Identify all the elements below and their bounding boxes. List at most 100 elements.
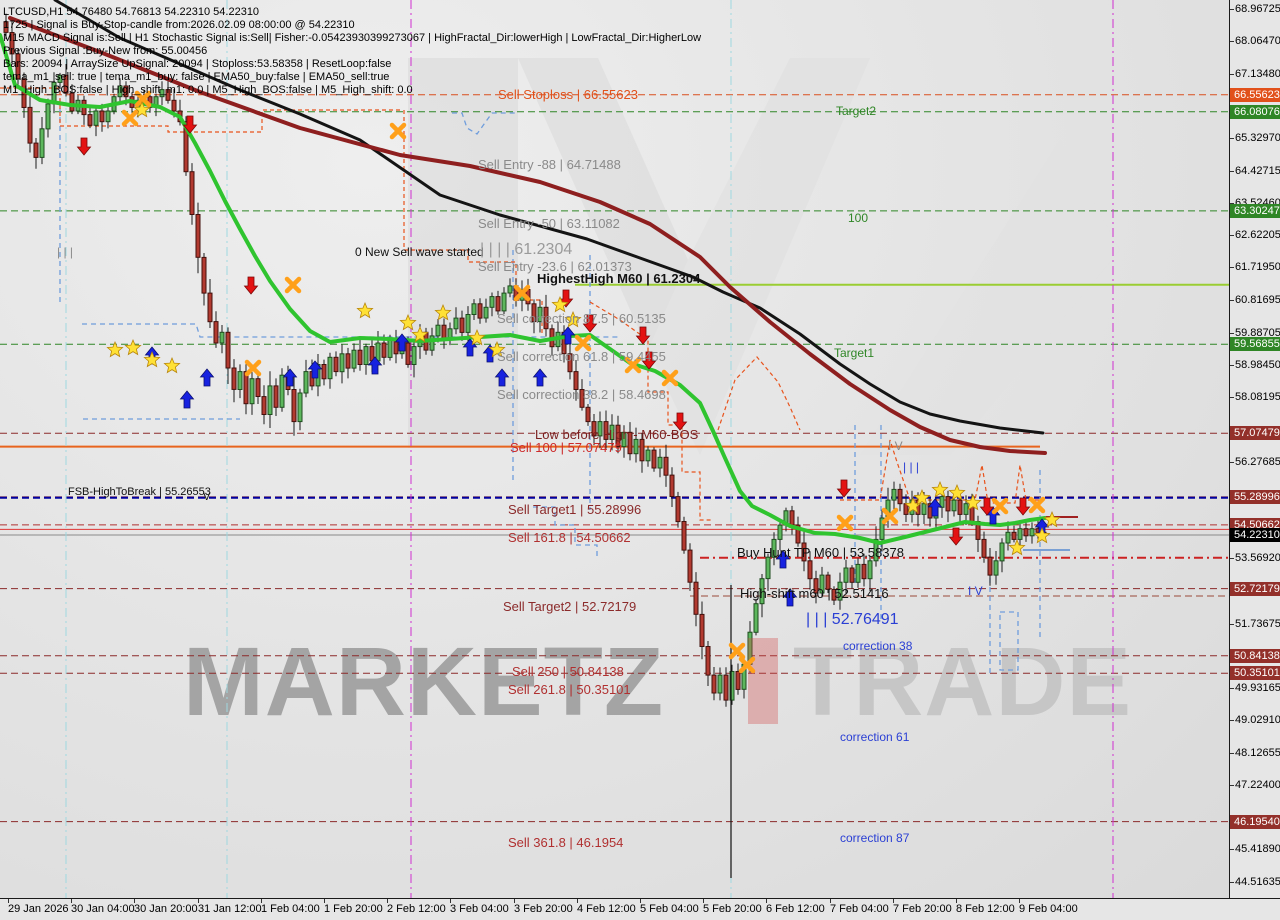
price-level-label: 66.08076 (1230, 105, 1280, 119)
time-tick-label: 5 Feb 20:00 (703, 903, 762, 915)
price-tick-label: 60.81695 (1235, 294, 1280, 306)
time-tick-label: 7 Feb 04:00 (830, 903, 889, 915)
time-tick-label: 2 Feb 12:00 (387, 903, 446, 915)
axis-tick-mark (1230, 397, 1234, 398)
chart-canvas[interactable]: MARKETZ TRADE Sell Stoploss | 66.55623 Ta… (0, 0, 1229, 898)
axis-tick-mark (1230, 171, 1234, 172)
candles-layer (3, 13, 1047, 707)
price-tick-label: 44.51635 (1235, 876, 1280, 888)
axis-tick-mark (640, 899, 641, 903)
axis-tick-mark (387, 899, 388, 903)
info-line-indicators: M15 MACD Signal is:Sell | H1 Stochastic … (3, 32, 702, 44)
star-marker (931, 480, 949, 498)
cross-marker (738, 656, 756, 674)
star-marker (143, 350, 161, 368)
price-tick-label: 47.22400 (1235, 779, 1280, 791)
ma-green-fast (0, 33, 1047, 545)
axis-tick-mark (1230, 688, 1234, 689)
price-level-label: 59.56855 (1230, 337, 1280, 351)
buy-arrow-marker (782, 588, 798, 607)
time-tick-label: 1 Feb 04:00 (261, 903, 320, 915)
star-marker (124, 338, 142, 356)
axis-tick-mark (324, 899, 325, 903)
axis-tick-mark (1230, 558, 1234, 559)
level-lines (0, 94, 1229, 823)
axis-tick-mark (1230, 624, 1234, 625)
sell-arrow-marker (672, 412, 688, 431)
info-line-previous-signal: Previous Signal :Buy-New from: 55.00456 (3, 45, 208, 57)
time-tick-label: 3 Feb 20:00 (514, 903, 573, 915)
time-tick-label: 5 Feb 04:00 (640, 903, 699, 915)
price-level-label: 50.35101 (1230, 666, 1280, 680)
star-marker (488, 340, 506, 358)
star-marker (356, 301, 374, 319)
sell-arrow-marker (979, 497, 995, 516)
axis-tick-mark (1230, 235, 1234, 236)
star-marker (106, 340, 124, 358)
cross-marker (836, 514, 854, 532)
sell-arrow-marker (635, 326, 651, 345)
axis-tick-mark (1230, 753, 1234, 754)
cross-marker (1028, 496, 1046, 514)
axis-tick-mark (1230, 138, 1234, 139)
buy-arrow-marker (179, 390, 195, 409)
star-marker (411, 325, 429, 343)
time-tick-label: 30 Jan 20:00 (134, 903, 198, 915)
axis-tick-mark (766, 899, 767, 903)
time-tick-label: 6 Feb 12:00 (766, 903, 825, 915)
star-marker (1043, 510, 1061, 528)
indicator-lines-orange (0, 87, 1040, 521)
time-axis[interactable]: 29 Jan 2026 30 Jan 04:00 30 Jan 20:00 31 Ja… (0, 898, 1280, 920)
star-marker (913, 488, 931, 506)
star-marker (434, 303, 452, 321)
ma-black-slow (53, 0, 1045, 435)
price-level-label: 54.22310 (1230, 528, 1280, 542)
price-tick-label: 58.08195 (1235, 391, 1280, 403)
price-level-label: 55.28996 (1230, 490, 1280, 504)
watermark-logo (408, 58, 1120, 455)
axis-tick-mark (514, 899, 515, 903)
watermark-brand-right: TRADE (793, 627, 1133, 736)
sell-arrow-marker (1015, 497, 1031, 516)
cross-marker (513, 284, 531, 302)
price-axis[interactable]: 68.96725 68.06470 67.13480 65.32970 64.42715… (1229, 0, 1280, 898)
axis-tick-mark (1230, 333, 1234, 334)
star-marker (948, 483, 966, 501)
price-tick-label: 58.98450 (1235, 359, 1280, 371)
ma-maroon-trend (8, 16, 1047, 455)
price-tick-label: 59.88705 (1235, 327, 1280, 339)
price-tick-label: 56.27685 (1235, 456, 1280, 468)
star-marker (1033, 526, 1051, 544)
info-panel: LTCUSD,H1 54.76480 54.76813 54.22310 54.… (3, 6, 701, 97)
price-tick-label: 49.02910 (1235, 714, 1280, 726)
time-tick-label: 8 Feb 12:00 (956, 903, 1015, 915)
price-tick-label: 45.41890 (1235, 843, 1280, 855)
price-tick-label: 68.96725 (1235, 3, 1280, 15)
price-chart (0, 0, 1229, 898)
time-tick-label: 4 Feb 12:00 (577, 903, 636, 915)
watermark-brand-left: MARKETZ (183, 627, 665, 736)
buy-arrow-marker (367, 356, 383, 375)
cross-marker (121, 109, 139, 127)
price-tick-label: 68.06470 (1235, 35, 1280, 47)
sell-arrow-marker (582, 314, 598, 333)
axis-tick-mark (1019, 899, 1020, 903)
price-level-label: 50.84138 (1230, 649, 1280, 663)
price-tick-label: 65.32970 (1235, 132, 1280, 144)
star-marker (399, 313, 417, 331)
buy-arrow-marker (307, 360, 323, 379)
sell-arrow-marker (243, 276, 259, 295)
price-level-label: 57.07479 (1230, 426, 1280, 440)
cross-marker (284, 276, 302, 294)
price-tick-label: 62.62205 (1235, 229, 1280, 241)
axis-tick-mark (198, 899, 199, 903)
price-tick-label: 48.12655 (1235, 747, 1280, 759)
time-tick-label: 7 Feb 20:00 (893, 903, 952, 915)
axis-tick-mark (71, 899, 72, 903)
star-marker (1008, 538, 1026, 556)
axis-tick-mark (703, 899, 704, 903)
axis-tick-mark (261, 899, 262, 903)
price-tick-label: 53.56920 (1235, 552, 1280, 564)
info-line-bos: M1_High_BOS:false | High_shift_m1: 0.0 |… (3, 84, 413, 96)
